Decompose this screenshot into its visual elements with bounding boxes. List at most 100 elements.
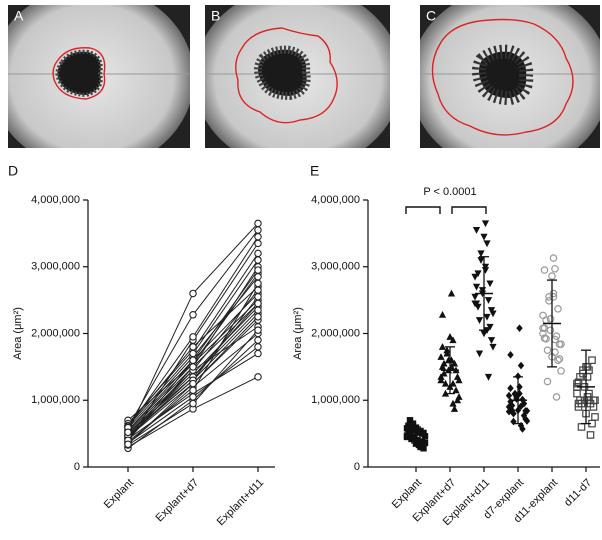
marker — [254, 286, 262, 294]
marker — [406, 417, 414, 424]
marker — [577, 423, 586, 431]
marker — [486, 280, 494, 288]
marker — [254, 226, 262, 234]
y-tick-label: 0 — [354, 461, 360, 473]
marker — [480, 330, 488, 338]
marker — [523, 417, 531, 425]
marker — [254, 266, 262, 274]
marker — [489, 343, 497, 351]
marker — [254, 219, 262, 228]
y-tick-label: 4,000,000 — [31, 194, 80, 206]
marker — [555, 340, 564, 348]
y-tick-label: 2,000,000 — [311, 327, 360, 339]
marker — [555, 355, 564, 363]
marker — [189, 333, 197, 341]
x-tick-label: Explant+d7 — [154, 477, 202, 525]
marker — [507, 384, 514, 393]
marker — [588, 356, 596, 365]
marker — [438, 363, 447, 370]
marker — [522, 407, 529, 415]
marker — [475, 317, 484, 324]
x-tick-label: Explant — [390, 477, 424, 511]
photo-b — [205, 5, 390, 148]
marker — [254, 343, 262, 351]
marker — [453, 373, 462, 380]
marker — [510, 409, 517, 418]
marker — [552, 393, 561, 401]
marker — [452, 386, 460, 394]
marker — [443, 349, 451, 357]
marker — [543, 346, 552, 354]
marker — [450, 405, 459, 412]
marker — [254, 313, 262, 321]
panel-label: E — [310, 163, 319, 179]
y-tick-label: 2,000,000 — [31, 327, 80, 339]
marker — [484, 373, 493, 381]
photo-a — [8, 5, 190, 148]
marker — [441, 379, 450, 387]
marker — [477, 257, 485, 264]
y-tick-label: 4,000,000 — [311, 194, 360, 206]
marker — [516, 383, 523, 391]
marker — [189, 399, 197, 408]
marker — [510, 417, 517, 426]
y-tick-label: 3,000,000 — [311, 261, 360, 273]
marker — [254, 279, 262, 288]
marker — [589, 396, 598, 405]
marker — [254, 273, 262, 281]
panel-label: B — [211, 8, 220, 24]
marker — [554, 305, 562, 313]
marker — [475, 350, 484, 358]
marker — [415, 441, 423, 448]
marker — [539, 324, 547, 332]
marker — [471, 293, 479, 301]
marker — [437, 353, 445, 360]
marker — [516, 324, 523, 332]
marker — [554, 356, 562, 365]
marker — [517, 402, 525, 411]
marker — [414, 437, 421, 444]
marker — [254, 249, 262, 258]
photo-c — [420, 5, 600, 148]
marker — [517, 361, 525, 370]
marker — [421, 433, 429, 440]
marker — [507, 351, 514, 359]
marker — [483, 240, 491, 248]
marker — [472, 227, 481, 234]
panel-label: D — [8, 163, 18, 179]
marker — [420, 429, 427, 437]
marker — [472, 300, 481, 308]
marker — [481, 220, 490, 228]
marker — [447, 289, 456, 297]
marker — [420, 445, 427, 452]
y-axis-label: Area (μm²) — [292, 307, 304, 360]
marker — [487, 307, 496, 314]
marker — [254, 256, 262, 264]
marker — [254, 336, 262, 344]
significance-bracket — [405, 206, 441, 214]
marker — [440, 369, 448, 377]
marker — [549, 292, 558, 301]
marker — [551, 264, 559, 273]
x-tick-label: Explant+d11 — [215, 477, 266, 528]
marker — [438, 343, 447, 350]
marker — [591, 413, 599, 421]
marker — [189, 343, 197, 351]
marker — [437, 376, 445, 384]
marker — [540, 334, 549, 342]
marker — [514, 372, 522, 381]
marker — [481, 267, 490, 274]
annotation: P < 0.0001 — [423, 186, 476, 198]
marker — [471, 273, 479, 281]
marker — [124, 440, 132, 449]
y-tick-label: 0 — [74, 461, 80, 473]
marker — [189, 311, 197, 319]
marker — [438, 311, 447, 318]
y-tick-label: 1,000,000 — [311, 394, 360, 406]
marker — [472, 283, 481, 291]
marker — [505, 407, 513, 416]
panel-label: A — [14, 8, 24, 24]
marker — [189, 356, 197, 364]
marker — [189, 289, 197, 298]
